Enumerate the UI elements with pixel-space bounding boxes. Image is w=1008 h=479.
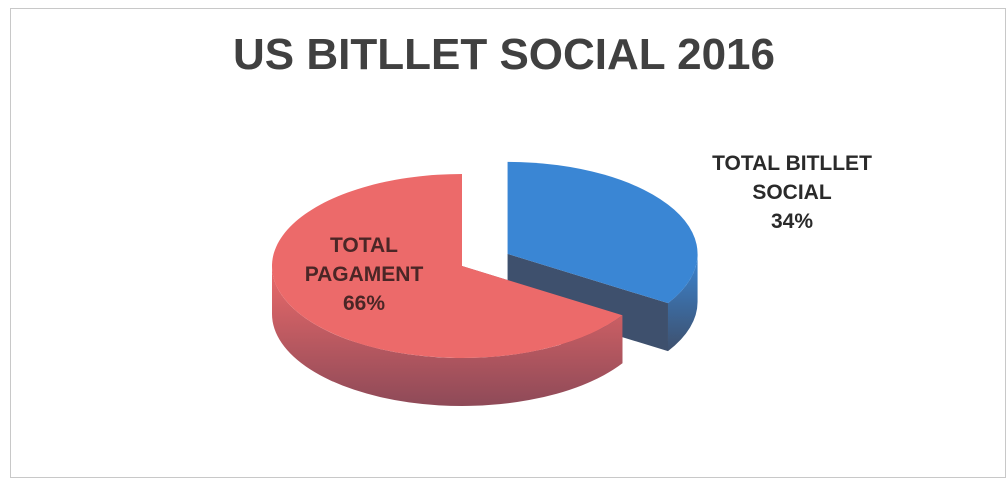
data-label-line: PAGAMENT [305,263,424,286]
data-label-total-pagament: TOTAL PAGAMENT 66% [305,234,424,315]
data-label-line: TOTAL BITLLET [712,152,872,175]
slice-total-pagament [271,174,623,358]
slice-total-bitllet-social [507,161,698,304]
slice-wall-total-bitllet-social-1 [507,253,668,352]
data-label-line: 34% [771,210,813,233]
data-label-line: 66% [343,292,385,315]
data-label-total-bitllet-social: TOTAL BITLLET SOCIAL 34% [712,152,872,233]
data-label-line: SOCIAL [752,181,832,204]
chart-title: US BITLLET SOCIAL 2016 [233,30,775,79]
slice-side-total-pagament [272,266,623,406]
pie-tops [271,161,698,358]
data-label-line: TOTAL [330,234,398,257]
slice-side-total-bitllet-social [667,253,698,352]
pie-labels: TOTAL BITLLET SOCIAL 34% TOTAL PAGAMENT 66% [305,152,872,315]
